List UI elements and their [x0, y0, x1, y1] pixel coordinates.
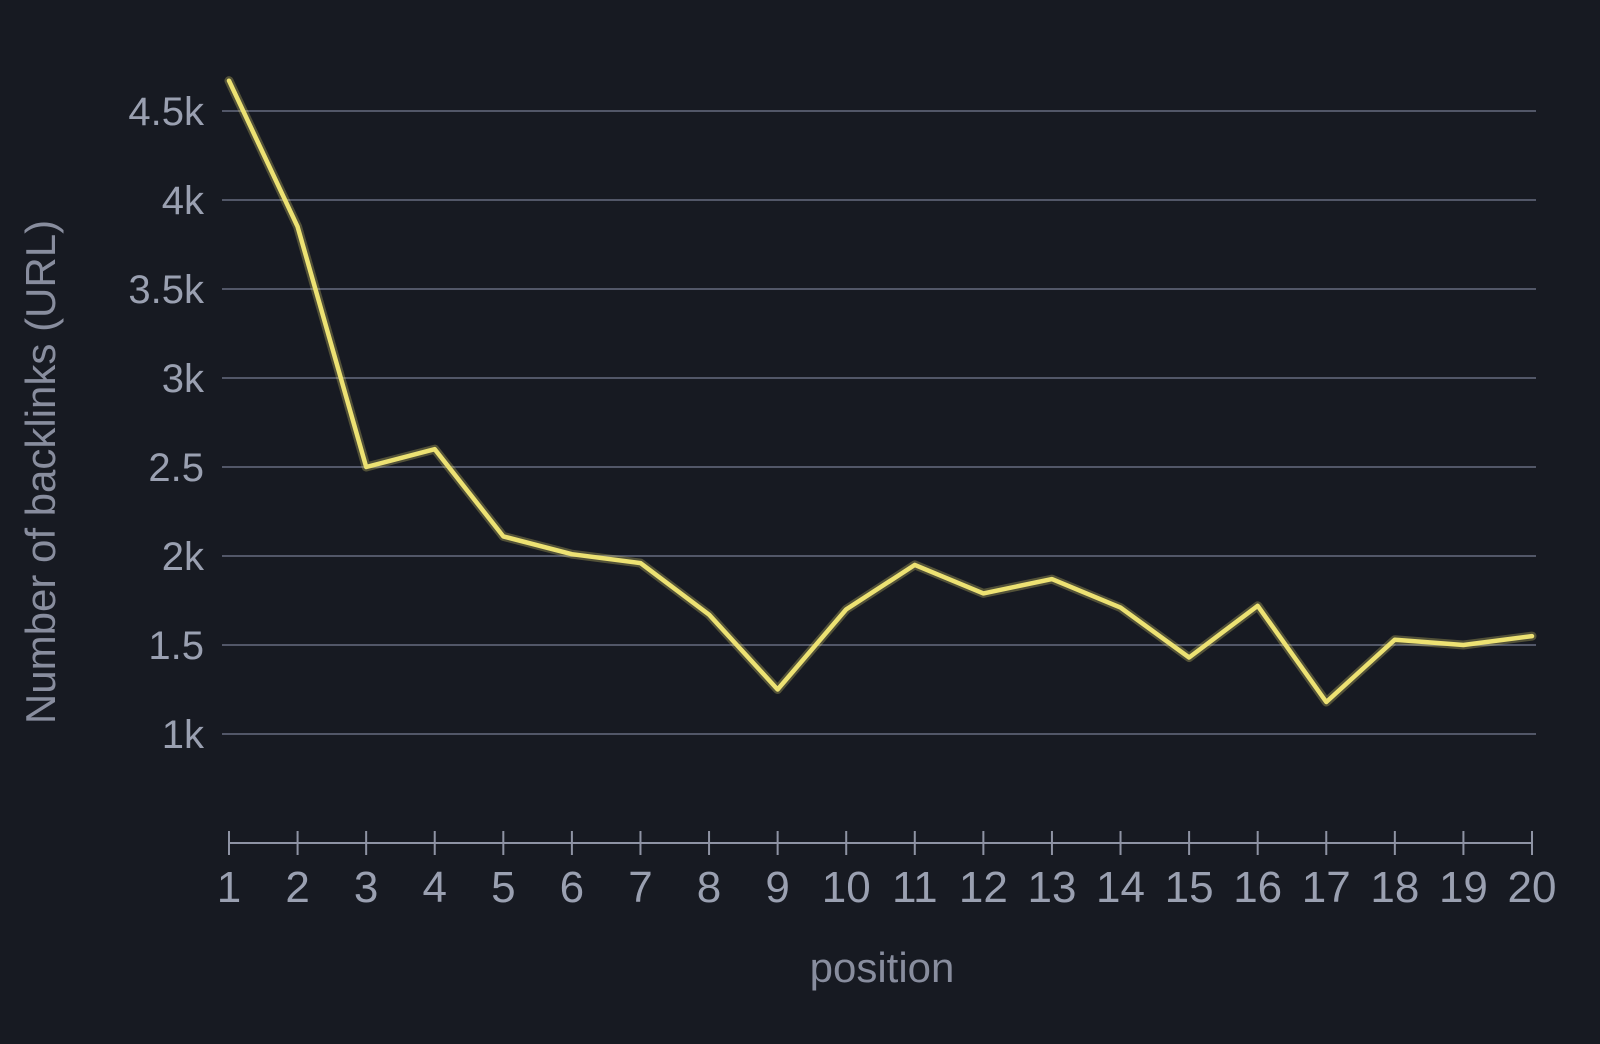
y-tick-label: 2k — [162, 535, 205, 579]
x-tick-label: 17 — [1302, 863, 1351, 912]
x-tick-labels: 1 2 3 4 5 6 7 8 9 10 11 12 13 14 15 16 17 18 19 20 — [217, 863, 1557, 912]
x-tick-label: 19 — [1439, 863, 1488, 912]
x-tick-label: 20 — [1508, 863, 1557, 912]
horizontal-gridlines — [222, 110, 1536, 735]
x-tick-label: 2 — [285, 863, 309, 912]
x-tick-label: 1 — [217, 863, 241, 912]
x-tick-label: 18 — [1370, 863, 1419, 912]
x-tick-label: 3 — [354, 863, 378, 912]
x-axis-ruler — [228, 831, 1533, 855]
x-axis-title: position — [810, 944, 955, 991]
series-line-glow — [224, 76, 1537, 707]
y-tick-label: 4.5k — [128, 90, 205, 134]
x-tick-label: 4 — [422, 863, 446, 912]
y-tick-label: 4k — [162, 179, 205, 223]
y-tick-label: 1k — [162, 713, 205, 757]
x-tick-label: 16 — [1233, 863, 1282, 912]
y-tick-label: 3.5k — [128, 268, 205, 312]
x-tick-label: 6 — [560, 863, 584, 912]
x-tick-label: 12 — [959, 863, 1008, 912]
y-tick-label: 1.5 — [148, 624, 204, 668]
x-tick-label: 13 — [1027, 863, 1076, 912]
x-tick-label: 15 — [1165, 863, 1214, 912]
x-tick-label: 8 — [697, 863, 721, 912]
x-tick-label: 5 — [491, 863, 515, 912]
x-tick-label: 9 — [765, 863, 789, 912]
y-tick-label: 3k — [162, 357, 205, 401]
x-tick-label: 11 — [892, 863, 938, 912]
x-tick-label: 14 — [1096, 863, 1145, 912]
series-line — [226, 78, 1535, 705]
y-tick-label: 2.5 — [148, 446, 204, 490]
y-tick-labels: 4.5k 4k 3.5k 3k 2.5 2k 1.5 1k — [128, 90, 205, 757]
x-tick-label: 7 — [628, 863, 652, 912]
x-tick-label: 10 — [822, 863, 871, 912]
y-axis-title: Number of backlinks (URL) — [17, 220, 64, 724]
